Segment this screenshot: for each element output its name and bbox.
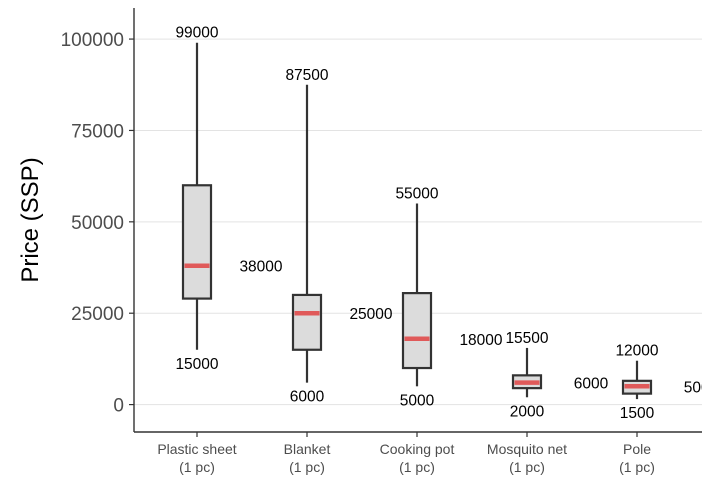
y-axis-ticks: 0 25000 50000 75000 100000 [61, 30, 134, 417]
median-label-3: 6000 [574, 376, 609, 393]
min-label-2: 5000 [400, 392, 435, 409]
x-tick-sublabel-0: (1 pc) [179, 459, 215, 475]
max-label-0: 99000 [175, 25, 218, 42]
max-label-1: 87500 [285, 67, 328, 84]
y-tick-label-1: 25000 [71, 304, 124, 325]
median-label-1: 25000 [349, 306, 392, 323]
x-axis-ticks: Plastic sheet (1 pc) Blanket (1 pc) Cooking … [157, 432, 655, 475]
min-label-1: 6000 [290, 389, 325, 406]
x-tick-sublabel-3: (1 pc) [509, 459, 545, 475]
x-tick-label-0: Plastic sheet [157, 441, 236, 457]
box-0 [181, 184, 213, 300]
median-label-0: 38000 [239, 259, 282, 276]
median-label-4: 5000 [684, 379, 702, 396]
x-tick-label-2: Cooking pot [380, 441, 455, 457]
x-tick-label-4: Pole [623, 441, 651, 457]
box-1 [291, 293, 323, 351]
max-label-2: 55000 [395, 186, 438, 203]
min-label-3: 2000 [510, 403, 545, 420]
median-label-2: 18000 [459, 332, 502, 349]
x-tick-label-1: Blanket [284, 441, 331, 457]
x-tick-sublabel-1: (1 pc) [289, 459, 325, 475]
axes [133, 8, 702, 433]
box-series [181, 42, 653, 400]
min-label-0: 15000 [175, 356, 218, 373]
x-tick-sublabel-2: (1 pc) [399, 459, 435, 475]
box-2 [401, 292, 433, 370]
data-labels: 99000 15000 38000 87500 6000 25000 55000 5000 18… [175, 25, 702, 422]
max-label-3: 15500 [505, 330, 548, 347]
y-axis-label: Price (SSP) [17, 157, 44, 282]
max-label-4: 12000 [615, 343, 658, 360]
x-tick-sublabel-4: (1 pc) [619, 459, 655, 475]
y-tick-label-3: 75000 [71, 121, 124, 142]
y-tick-label-4: 100000 [61, 30, 124, 51]
min-label-4: 1500 [620, 405, 655, 422]
y-tick-label-2: 50000 [71, 213, 124, 234]
x-tick-label-3: Mosquito net [487, 441, 567, 457]
y-tick-label-0: 0 [113, 396, 124, 417]
